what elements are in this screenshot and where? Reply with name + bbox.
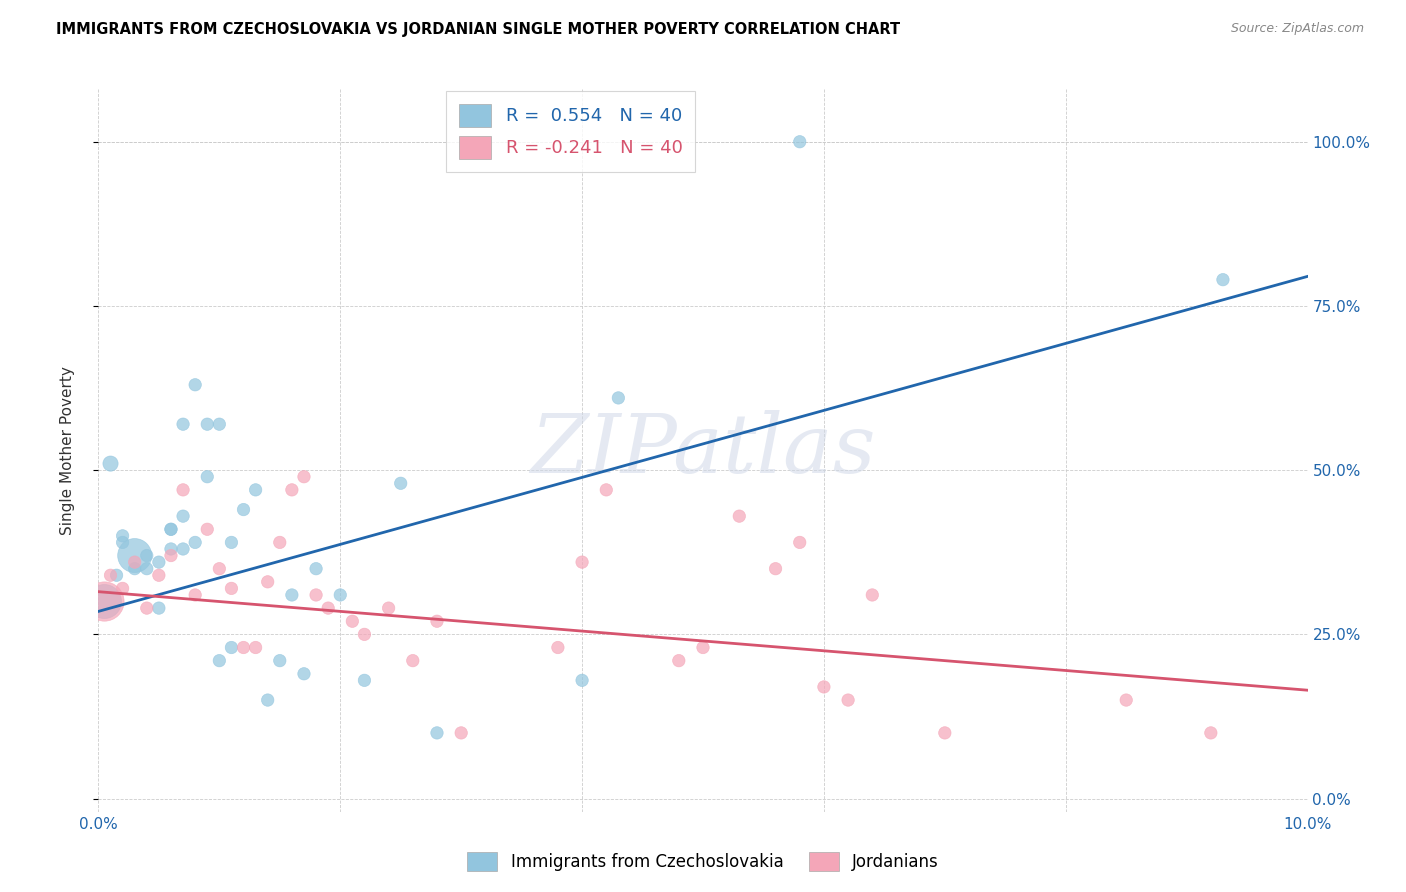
Point (111, 582, 134, 596)
Point (281, 483, 304, 497)
Text: IMMIGRANTS FROM CZECHOSLOVAKIA VS JORDANIAN SINGLE MOTHER POVERTY CORRELATION CH: IMMIGRANTS FROM CZECHOSLOVAKIA VS JORDAN… (56, 22, 900, 37)
Point (305, 588, 328, 602)
Point (292, 666, 315, 681)
Point (208, 562, 231, 576)
Point (245, 483, 267, 497)
Text: Source: ZipAtlas.com: Source: ZipAtlas.com (1230, 22, 1364, 36)
Point (305, 562, 328, 576)
Point (184, 377, 207, 392)
Point (547, 640, 569, 655)
Point (292, 469, 315, 483)
Point (221, 535, 243, 549)
Point (221, 640, 243, 655)
Point (1212, 273, 1234, 287)
Point (172, 483, 194, 497)
Point (172, 509, 194, 524)
Point (353, 673, 375, 688)
Point (124, 555, 146, 569)
Point (160, 541, 183, 556)
Point (135, 601, 157, 615)
Point (208, 417, 231, 432)
Point (195, 417, 218, 432)
Point (105, 568, 128, 582)
Point (148, 601, 170, 615)
Point (571, 555, 593, 569)
Point (789, 535, 811, 549)
Point (281, 588, 304, 602)
Point (571, 673, 593, 688)
Point (342, 614, 364, 628)
Point (172, 417, 194, 432)
Point (789, 135, 811, 149)
Point (813, 680, 835, 694)
Point (208, 654, 231, 668)
Point (256, 693, 278, 707)
Point (160, 549, 183, 563)
Point (860, 588, 883, 602)
Point (269, 535, 291, 549)
Point (1199, 726, 1222, 740)
Point (426, 726, 449, 740)
Point (765, 562, 787, 576)
Point (389, 476, 412, 491)
Point (728, 509, 751, 524)
Point (195, 522, 218, 536)
Point (93, 594, 115, 608)
Point (256, 574, 278, 589)
Point (692, 640, 714, 655)
Point (232, 640, 254, 655)
Point (100, 457, 122, 471)
Point (837, 693, 859, 707)
Point (100, 568, 122, 582)
Point (195, 469, 218, 483)
Legend: Immigrants from Czechoslovakia, Jordanians: Immigrants from Czechoslovakia, Jordania… (460, 843, 946, 880)
Point (607, 391, 630, 405)
Point (160, 522, 183, 536)
Point (135, 562, 157, 576)
Point (148, 568, 170, 582)
Point (184, 535, 207, 549)
Point (329, 588, 352, 602)
Point (595, 483, 617, 497)
Point (172, 541, 194, 556)
Point (426, 614, 449, 628)
Point (160, 522, 183, 536)
Legend: R =  0.554   N = 40, R = -0.241   N = 40: R = 0.554 N = 40, R = -0.241 N = 40 (446, 91, 695, 172)
Point (668, 654, 690, 668)
Point (184, 588, 207, 602)
Point (148, 555, 170, 569)
Point (353, 627, 375, 641)
Point (377, 601, 399, 615)
Point (269, 654, 291, 668)
Point (135, 549, 157, 563)
Point (124, 562, 146, 576)
Point (111, 529, 134, 543)
Point (1115, 693, 1137, 707)
Point (111, 535, 134, 549)
Text: ZIPatlas: ZIPatlas (530, 410, 876, 491)
Point (450, 726, 472, 740)
Point (245, 640, 267, 655)
Point (93, 594, 115, 608)
Point (124, 549, 146, 563)
Point (402, 654, 425, 668)
Point (934, 726, 956, 740)
Y-axis label: Single Mother Poverty: Single Mother Poverty (60, 366, 75, 535)
Point (232, 502, 254, 516)
Point (316, 601, 339, 615)
Point (221, 582, 243, 596)
